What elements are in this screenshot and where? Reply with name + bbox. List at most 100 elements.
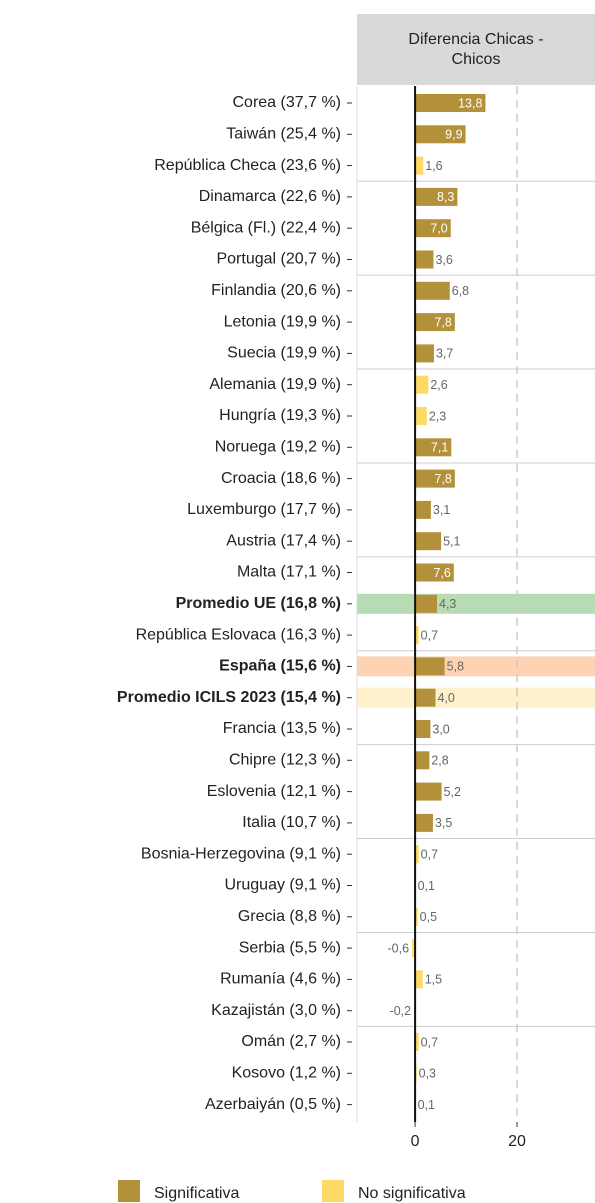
value-label: 5,1 (443, 534, 460, 548)
value-label: 7,8 (434, 472, 451, 486)
bar (415, 344, 434, 363)
bar (415, 438, 452, 457)
y-tick-label: Letonia (19,9 %) (224, 313, 341, 330)
legend-swatch (118, 1180, 140, 1202)
bar (415, 594, 438, 613)
value-label: 4,0 (437, 691, 454, 705)
value-label: 2,6 (430, 378, 447, 392)
facet-title: Diferencia Chicas - Chicos (408, 30, 544, 68)
bar (412, 939, 416, 958)
value-label: 3,7 (436, 347, 453, 361)
y-tick-label: Taiwán (25,4 %) (226, 126, 341, 143)
bar (415, 313, 455, 332)
y-tick-label: Austria (17,4 %) (226, 532, 341, 549)
x-tick-label: 0 (411, 1133, 420, 1150)
y-tick-label: Luxemburgo (17,7 %) (187, 501, 341, 518)
value-label: 2,8 (431, 754, 448, 768)
value-label: 6,8 (452, 284, 469, 298)
bar (415, 187, 458, 206)
y-tick-label: Finlandia (20,6 %) (211, 282, 341, 299)
value-label: 13,8 (458, 96, 482, 110)
y-tick-label: Serbia (5,5 %) (239, 939, 341, 956)
bar (415, 720, 431, 738)
value-label: 7,8 (434, 315, 451, 329)
value-label: 9,9 (445, 128, 462, 142)
facet-header: Diferencia Chicas - Chicos (357, 14, 595, 85)
bar (415, 845, 419, 864)
bar (415, 375, 429, 394)
y-tick-label: Kazajistán (3,0 %) (211, 1002, 341, 1019)
bar (415, 563, 454, 582)
bar (415, 407, 427, 425)
bar (415, 219, 451, 238)
row-highlight (357, 656, 595, 677)
row-highlight (357, 593, 595, 614)
bar (415, 813, 433, 832)
value-label: 2,3 (429, 409, 446, 423)
value-label: -0,2 (390, 1004, 412, 1018)
y-tick-label: Eslovenia (12,1 %) (207, 783, 341, 800)
value-label: 0,7 (421, 847, 438, 861)
value-label: 1,5 (425, 973, 442, 987)
value-label: 3,1 (433, 503, 450, 517)
value-label: 0,3 (419, 1067, 436, 1081)
value-label: 0,7 (421, 628, 438, 642)
y-tick-label: Promedio UE (16,8 %) (176, 595, 341, 612)
y-tick-label: Malta (17,1 %) (237, 564, 341, 581)
value-label: 4,3 (439, 597, 456, 611)
legend-swatch (322, 1180, 344, 1202)
bar (415, 970, 423, 989)
y-tick-label: Dinamarca (22,6 %) (199, 188, 341, 205)
value-label: 5,8 (447, 660, 464, 674)
bar (415, 657, 445, 676)
y-tick-label: Uruguay (9,1 %) (225, 877, 342, 894)
y-tick-label: Italia (10,7 %) (242, 814, 341, 831)
value-label: 3,0 (432, 722, 449, 736)
bar (415, 626, 419, 645)
value-label: 0,7 (421, 1035, 438, 1049)
value-label: 7,0 (430, 221, 447, 235)
value-label: 0,5 (420, 910, 437, 924)
value-label: 3,5 (435, 816, 452, 830)
value-label: 5,2 (444, 785, 461, 799)
value-label: 7,6 (433, 566, 450, 580)
y-tick-label: Chipre (12,3 %) (229, 752, 341, 769)
bar (415, 751, 430, 770)
y-tick-label: Kosovo (1,2 %) (232, 1065, 341, 1082)
y-tick-label: Portugal (20,7 %) (216, 251, 341, 268)
x-tick-label: 20 (508, 1133, 526, 1150)
y-tick-label: Francia (13,5 %) (223, 720, 341, 737)
legend-label: Significativa (154, 1185, 239, 1202)
value-label: 1,6 (425, 159, 442, 173)
bar (415, 125, 466, 144)
bar (415, 907, 418, 926)
legend-label: No significativa (358, 1185, 466, 1202)
y-tick-label: República Checa (23,6 %) (154, 157, 341, 174)
bar (415, 1033, 419, 1051)
y-tick-label: Alemania (19,9 %) (209, 376, 341, 393)
y-tick-label: Azerbaiyán (0,5 %) (205, 1096, 341, 1113)
y-tick-label: Hungría (19,3 %) (219, 407, 341, 424)
y-tick-label: Noruega (19,2 %) (215, 439, 341, 456)
bar (415, 500, 431, 519)
row-highlight (357, 687, 595, 708)
y-tick-label: España (15,6 %) (219, 658, 341, 675)
bar (415, 532, 442, 551)
y-tick-label: República Eslovaca (16,3 %) (136, 626, 341, 643)
y-tick-label: Bosnia-Herzegovina (9,1 %) (141, 845, 341, 862)
value-label: 7,1 (431, 441, 448, 455)
bar (415, 250, 434, 269)
bar (415, 782, 442, 801)
y-tick-label: Grecia (8,8 %) (238, 908, 341, 925)
bar (415, 156, 424, 175)
value-label: 0,1 (418, 1098, 435, 1112)
bar (415, 94, 486, 112)
bar (415, 469, 455, 488)
y-tick-label: Bélgica (Fl.) (22,4 %) (191, 219, 341, 236)
y-tick-label: Suecia (19,9 %) (227, 345, 341, 362)
y-tick-label: Corea (37,7 %) (233, 94, 342, 111)
y-tick-label: Promedio ICILS 2023 (15,4 %) (117, 689, 341, 706)
y-tick-label: Rumanía (4,6 %) (220, 971, 341, 988)
